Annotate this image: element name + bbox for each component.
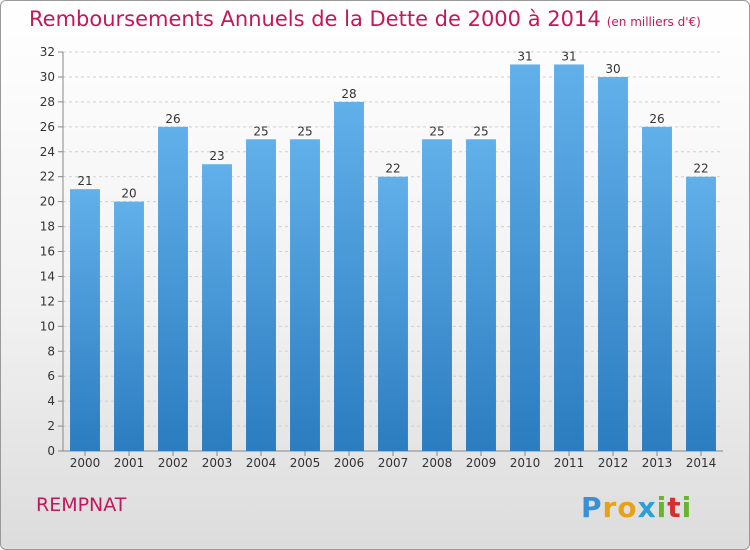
y-tick-label: 16 (40, 245, 55, 259)
bar (686, 176, 716, 451)
bar (378, 176, 408, 451)
chart-title: Remboursements Annuels de la Dette de 20… (29, 7, 701, 31)
y-tick-label: 30 (40, 70, 55, 84)
logo-letter: t (667, 491, 682, 524)
chart-title-main: Remboursements Annuels de la Dette de 20… (29, 7, 601, 31)
bar (510, 64, 540, 451)
bar-value-label: 26 (165, 112, 180, 126)
bar (202, 164, 232, 451)
bar-value-label: 25 (297, 124, 312, 138)
bar-value-label: 31 (561, 49, 576, 63)
logo-letter: i (681, 491, 693, 524)
x-tick-label: 2009 (466, 456, 497, 470)
y-tick-label: 26 (40, 120, 55, 134)
logo-letter: i (656, 491, 668, 524)
y-tick-label: 12 (40, 294, 55, 308)
logo-letter: x (637, 491, 657, 524)
x-tick-label: 2012 (598, 456, 629, 470)
y-tick-label: 10 (40, 319, 55, 333)
bar (114, 201, 144, 451)
bar (290, 139, 320, 451)
bar (70, 189, 100, 451)
logo-letter: o (617, 491, 638, 524)
bar (158, 126, 188, 451)
y-tick-label: 0 (47, 444, 55, 458)
y-tick-label: 4 (47, 394, 55, 408)
x-tick-label: 2004 (246, 456, 277, 470)
bar-value-label: 23 (209, 149, 224, 163)
x-tick-label: 2013 (642, 456, 673, 470)
x-tick-label: 2008 (422, 456, 453, 470)
x-tick-label: 2006 (334, 456, 365, 470)
y-tick-label: 2 (47, 419, 55, 433)
bar-value-label: 31 (517, 49, 532, 63)
proxiti-logo: Proxiti (581, 491, 692, 524)
commune-name: REMPNAT (36, 494, 127, 516)
bar (466, 139, 496, 451)
bar (554, 64, 584, 451)
logo-letter: r (602, 491, 618, 524)
bar-value-label: 20 (121, 187, 136, 201)
x-tick-label: 2010 (510, 456, 541, 470)
chart-title-unit: (en milliers d'€) (606, 15, 701, 29)
y-tick-label: 24 (40, 145, 55, 159)
x-tick-label: 2003 (202, 456, 233, 470)
bar (334, 101, 364, 451)
bar-value-label: 21 (77, 174, 92, 188)
bar (598, 76, 628, 451)
labels: 0246810121416182022242628303221200020200… (40, 45, 717, 470)
y-tick-label: 20 (40, 195, 55, 209)
bar-value-label: 25 (473, 124, 488, 138)
x-tick-label: 2005 (290, 456, 321, 470)
y-tick-label: 28 (40, 95, 55, 109)
bar-value-label: 22 (385, 162, 400, 176)
bar-value-label: 30 (605, 62, 620, 76)
x-tick-label: 2014 (686, 456, 717, 470)
x-tick-label: 2011 (554, 456, 585, 470)
x-tick-label: 2002 (158, 456, 189, 470)
x-tick-label: 2000 (70, 456, 101, 470)
y-tick-label: 14 (40, 269, 55, 283)
bar-value-label: 22 (693, 162, 708, 176)
y-tick-label: 18 (40, 220, 55, 234)
bar (422, 139, 452, 451)
logo-letter: P (581, 491, 603, 524)
y-tick-label: 8 (47, 344, 55, 358)
bar-value-label: 26 (649, 112, 664, 126)
x-tick-label: 2007 (378, 456, 409, 470)
y-tick-label: 32 (40, 45, 55, 59)
bar (246, 139, 276, 451)
y-tick-label: 22 (40, 170, 55, 184)
bar-value-label: 25 (429, 124, 444, 138)
bars (70, 64, 716, 451)
bar-value-label: 28 (341, 87, 356, 101)
bar (642, 126, 672, 451)
bar-value-label: 25 (253, 124, 268, 138)
y-tick-label: 6 (47, 369, 55, 383)
x-tick-label: 2001 (114, 456, 145, 470)
